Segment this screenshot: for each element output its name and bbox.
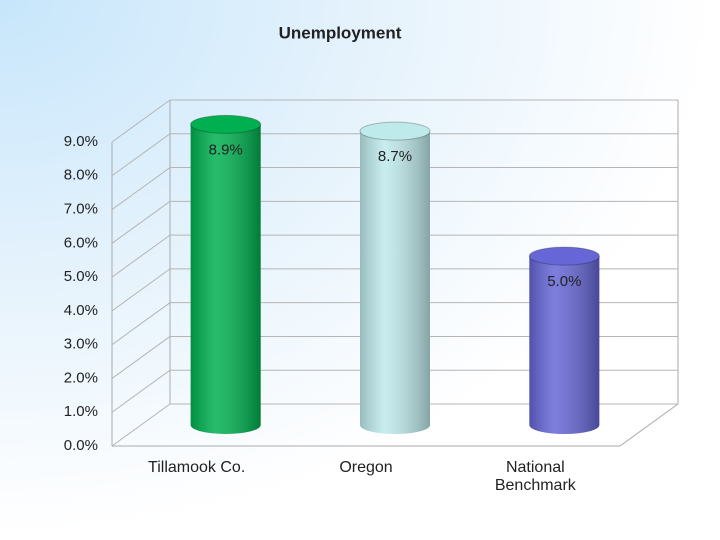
grid-line <box>111 133 171 177</box>
grid-line <box>111 99 171 143</box>
grid-line <box>111 234 171 278</box>
x-tick-label: National Benchmark <box>494 459 576 494</box>
grid-line <box>111 167 171 210</box>
cylinder <box>528 246 600 434</box>
cylinder-top <box>190 114 262 134</box>
cylinder-shade <box>529 256 600 434</box>
cylinder-top <box>528 246 600 266</box>
grid-line <box>111 403 171 447</box>
y-tick-label: 3.0% <box>64 336 98 353</box>
y-tick-label: 8.0% <box>64 167 98 184</box>
y-tick-label: 5.0% <box>64 268 98 285</box>
value-label: 8.7% <box>378 148 412 165</box>
cylinder-top <box>359 121 431 141</box>
grid-line <box>111 336 171 379</box>
y-tick-label: 9.0% <box>64 133 98 150</box>
chart-title: Unemployment <box>279 23 402 42</box>
value-label: 5.0% <box>547 273 581 290</box>
y-tick-label: 0.0% <box>64 437 98 454</box>
cylinder <box>190 114 262 434</box>
grid-line <box>111 302 171 346</box>
y-tick-label: 6.0% <box>64 234 98 251</box>
y-tick-label: 7.0% <box>64 201 98 218</box>
cylinder-shade <box>190 124 261 434</box>
grid-line <box>111 268 171 312</box>
y-tick-label: 1.0% <box>64 403 98 420</box>
x-tick-label: Tillamook Co. <box>148 459 246 476</box>
x-tick-label: Oregon <box>339 459 393 476</box>
value-label: 8.9% <box>209 141 243 158</box>
cylinder-shade <box>360 131 430 434</box>
floor-edge <box>619 403 679 447</box>
grid-line <box>111 369 171 413</box>
y-tick-label: 4.0% <box>64 302 98 319</box>
cylinder <box>359 121 431 434</box>
y-tick-label: 2.0% <box>64 369 98 386</box>
grid-line <box>111 200 171 244</box>
